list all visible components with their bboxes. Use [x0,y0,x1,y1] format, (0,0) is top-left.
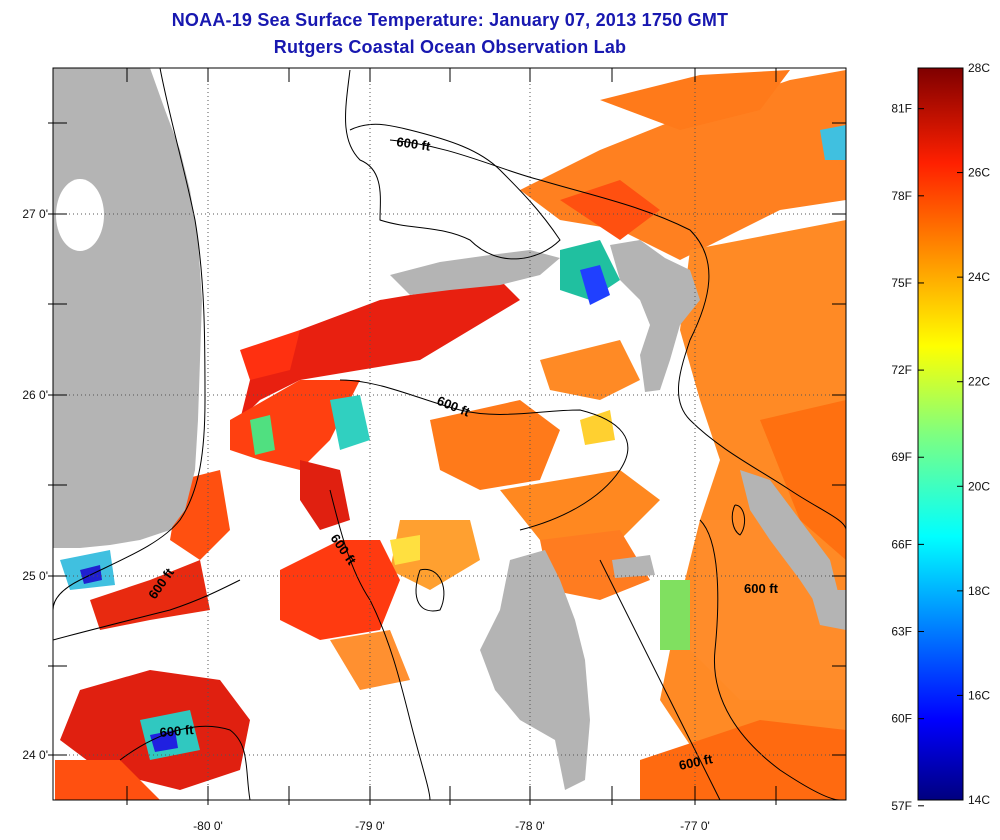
colorbar-celsius-label: 26C [968,166,990,180]
colorbar-celsius-label: 18C [968,584,990,598]
colorbar-celsius-label: 28C [968,61,990,75]
map-subtitle: Rutgers Coastal Ocean Observation Lab [273,37,627,57]
lon-label-w78: -78 0' [515,819,545,833]
colorbar-fahrenheit-label: 60F [891,712,912,726]
colorbar-fahrenheit-label: 63F [891,625,912,639]
lat-axis: 27 0' 26 0' 25 0' 24 0' [22,207,48,762]
colorbar-fahrenheit-label: 66F [891,537,912,551]
map-title: NOAA-19 Sea Surface Temperature: January… [171,10,729,30]
colorbar-celsius-label: 22C [968,375,990,389]
lat-label-n25: 25 0' [22,569,48,583]
isobath-contours [53,68,846,800]
axis-ticks [48,68,846,805]
colorbar: 81F 78F 75F 72F 69F 66F 63F 60F 57F 28C 26C 24C 22C… [891,61,990,813]
contour-label: 600 ft [396,134,432,154]
lon-label-w79: -79 0' [355,819,385,833]
colorbar-celsius-label: 24C [968,270,990,284]
colorbar-fahrenheit-label: 81F [891,102,912,116]
land [53,68,846,790]
colorbar-fahrenheit-label: 78F [891,189,912,203]
map-area [53,68,846,800]
contour-label: 600 ft [678,751,715,773]
lon-axis: -80 0' -79 0' -78 0' -77 0' [193,819,710,833]
contour-label: 600 ft [744,581,779,596]
colorbar-fahrenheit-label: 72F [891,363,912,377]
colorbar-celsius-label: 20C [968,479,990,493]
lat-label-n26: 26 0' [22,388,48,402]
colorbar-fahrenheit-label: 69F [891,450,912,464]
contour-label: 600 ft [159,722,195,740]
lat-label-n27: 27 0' [22,207,48,221]
lon-label-w77: -77 0' [680,819,710,833]
colorbar-gradient [917,67,964,801]
lat-label-n24: 24 0' [22,748,48,762]
colorbar-fahrenheit-label: 57F [891,799,912,813]
colorbar-fahrenheit-label: 75F [891,276,912,290]
colorbar-celsius-label: 14C [968,793,990,807]
lon-label-w80: -80 0' [193,819,223,833]
colorbar-celsius-label: 16C [968,688,990,702]
graticule [53,68,846,800]
